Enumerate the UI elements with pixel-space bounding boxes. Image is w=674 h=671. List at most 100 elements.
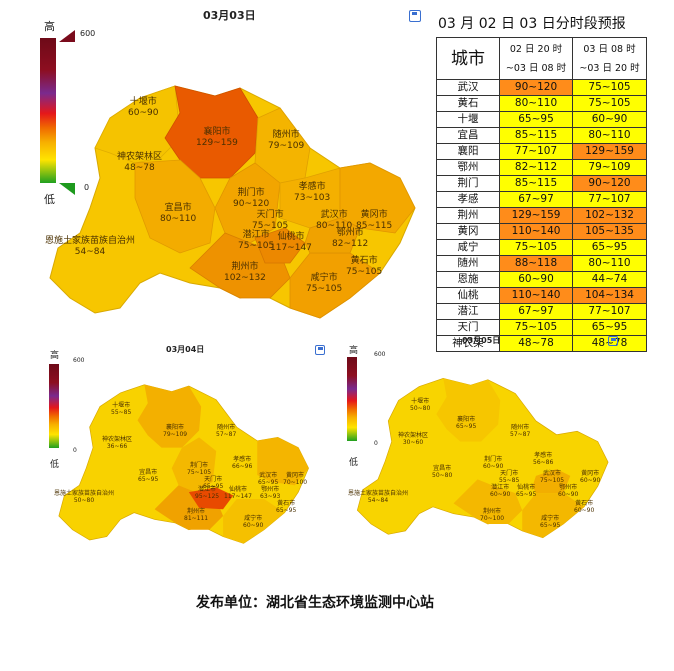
period-1-cell: 85~115 — [499, 127, 574, 144]
legend-high-label: 高 — [50, 351, 60, 361]
main-label-suizhou: 随州市 79~109 — [268, 130, 305, 151]
main-label-huanggang: 黄冈市 85~115 — [356, 210, 393, 231]
map-0304-title: 03月04日 — [166, 345, 205, 354]
period-1-cell: 88~118 — [499, 255, 574, 272]
period-2-cell: 65~95 — [572, 319, 647, 336]
period-2-cell: 105~135 — [572, 223, 647, 240]
main-label-ezhou: 鄂州市 82~112 — [332, 228, 369, 249]
hubei-map-0305 — [356, 378, 609, 539]
period-2-cell: 79~109 — [572, 159, 647, 176]
map-0304-label-suizhou: 随州市 57~87 — [216, 424, 237, 438]
map-0305-label-xiangyang: 襄阳市 65~95 — [456, 416, 477, 430]
map-0304-label-ezhou: 鄂州市 63~93 — [260, 486, 281, 500]
legend-color-bar — [347, 357, 357, 441]
save-icon[interactable] — [608, 336, 618, 346]
table-row: 恩施 60~90 44~74 — [435, 271, 647, 288]
period-1-cell: 80~110 — [499, 95, 574, 112]
period-1-cell: 75~105 — [499, 239, 574, 256]
city-cell: 黄冈 — [435, 223, 501, 240]
period-2-cell: 77~107 — [572, 303, 647, 320]
period-2-cell: 65~95 — [572, 239, 647, 256]
publisher-footer: 发布单位：湖北省生态环境监测中心站 — [196, 595, 434, 611]
table-row: 仙桃 110~140 104~134 — [435, 287, 647, 304]
map-0304-label-wuhan: 武汉市 65~95 — [258, 472, 279, 486]
period-1-cell: 48~78 — [499, 335, 574, 352]
period-1-cell: 110~140 — [499, 287, 574, 304]
main-label-yichang: 宜昌市 80~110 — [160, 203, 197, 224]
main-label-tianmen: 天门市 75~105 — [252, 210, 289, 231]
table-row: 咸宁 75~105 65~95 — [435, 239, 647, 256]
save-icon[interactable] — [315, 345, 325, 355]
main-label-shiyan: 十堰市 60~90 — [128, 97, 159, 118]
legend-bottom-wedge — [59, 183, 75, 195]
main-map-title: 03月03日 — [203, 9, 256, 22]
map-0304-label-shennongjia: 神农架林区 36~66 — [102, 436, 133, 450]
main-label-shennongjia: 神农架林区 48~78 — [117, 152, 163, 173]
city-cell: 孝感 — [435, 191, 501, 208]
map-0305-label-enshi: 恩施土家族苗族自治州 54~84 — [348, 490, 409, 504]
map-0304-label-xianning: 咸宁市 60~90 — [243, 515, 264, 529]
city-cell: 荆州 — [435, 207, 501, 224]
map-0304-label-jingmen: 荆门市 75~105 — [187, 462, 212, 476]
period-1-cell: 82~112 — [499, 159, 574, 176]
city-cell: 天门 — [435, 319, 501, 336]
period-2-cell: 75~105 — [572, 79, 647, 96]
city-cell: 十堰 — [435, 111, 501, 128]
legend-high-label: 高 — [44, 20, 55, 33]
city-cell: 宜昌 — [435, 127, 501, 144]
table-row: 黄冈 110~140 105~135 — [435, 223, 647, 240]
city-cell: 荆门 — [435, 175, 501, 192]
map-0304-label-jingzhou: 荆州市 81~111 — [184, 508, 209, 522]
main-label-jingmen: 荆门市 90~120 — [233, 188, 270, 209]
forecast-table: 城市 02 日 20 时 ~03 日 08 时 03 日 08 时 ~03 日 20… — [435, 37, 647, 352]
legend-low-label: 低 — [44, 193, 55, 206]
map-0305-label-suizhou: 随州市 57~87 — [510, 424, 531, 438]
region-wuhan — [304, 217, 361, 254]
map-0304-label-tianmen: 天门市 65~95 — [203, 476, 224, 490]
legend-min-value: 0 — [84, 183, 90, 192]
main-label-qianjiang: 潜江市 75~105 — [238, 230, 275, 251]
hubei-map-main — [49, 85, 416, 319]
period-1-cell: 85~115 — [499, 175, 574, 192]
period-1-cell: 67~97 — [499, 303, 574, 320]
city-cell: 潜江 — [435, 303, 501, 320]
map-0305-label-jingzhou: 荆州市 70~100 — [480, 508, 505, 522]
period-2-cell: 129~159 — [572, 143, 647, 160]
region-yichang — [134, 159, 216, 254]
city-cell: 鄂州 — [435, 159, 501, 176]
table-row: 宜昌 85~115 80~110 — [435, 127, 647, 144]
table-row: 孝感 67~97 77~107 — [435, 191, 647, 208]
main-label-wuhan: 武汉市 80~110 — [316, 210, 353, 231]
legend-min-value: 0 — [374, 440, 378, 447]
table-row: 潜江 67~97 77~107 — [435, 303, 647, 320]
period-1-cell: 65~95 — [499, 111, 574, 128]
city-cell: 咸宁 — [435, 239, 501, 256]
legend-color-bar — [40, 38, 56, 183]
main-label-enshi: 恩施土家族苗族自治州 54~84 — [45, 236, 136, 257]
period-1-cell: 129~159 — [499, 207, 574, 224]
period-1-cell: 110~140 — [499, 223, 574, 240]
save-icon[interactable] — [409, 10, 421, 22]
map-0305-label-shiyan: 十堰市 50~80 — [410, 398, 431, 412]
table-row: 荆州 129~159 102~132 — [435, 207, 647, 224]
map-0304-label-shiyan: 十堰市 55~85 — [111, 402, 132, 416]
period-2-cell: 80~110 — [572, 255, 647, 272]
city-cell: 神农架 — [435, 335, 501, 352]
map-0305-label-xiantao: 仙桃市 65~95 — [516, 484, 537, 498]
map-0304-label-enshi: 恩施土家族苗族自治州 50~80 — [54, 490, 115, 504]
main-label-xiantao: 仙桃市 117~147 — [270, 232, 312, 253]
period-1-cell: 75~105 — [499, 319, 574, 336]
period-1-cell: 77~107 — [499, 143, 574, 160]
table-row: 鄂州 82~112 79~109 — [435, 159, 647, 176]
map-0305-label-qianjiang: 潜江市 60~90 — [490, 484, 511, 498]
period-2-cell: 44~74 — [572, 271, 647, 288]
map-0305-label-ezhou: 鄂州市 60~90 — [558, 484, 579, 498]
map-0304-label-xiangyang: 襄阳市 79~109 — [163, 424, 188, 438]
city-cell: 黄石 — [435, 95, 501, 112]
table-row: 十堰 65~95 60~90 — [435, 111, 647, 128]
legend-top-wedge — [59, 30, 75, 42]
map-0304-label-huangshi: 黄石市 65~95 — [276, 500, 297, 514]
legend-min-value: 0 — [73, 447, 77, 454]
main-label-xianning: 咸宁市 75~105 — [306, 273, 343, 294]
table-row: 襄阳 77~107 129~159 — [435, 143, 647, 160]
